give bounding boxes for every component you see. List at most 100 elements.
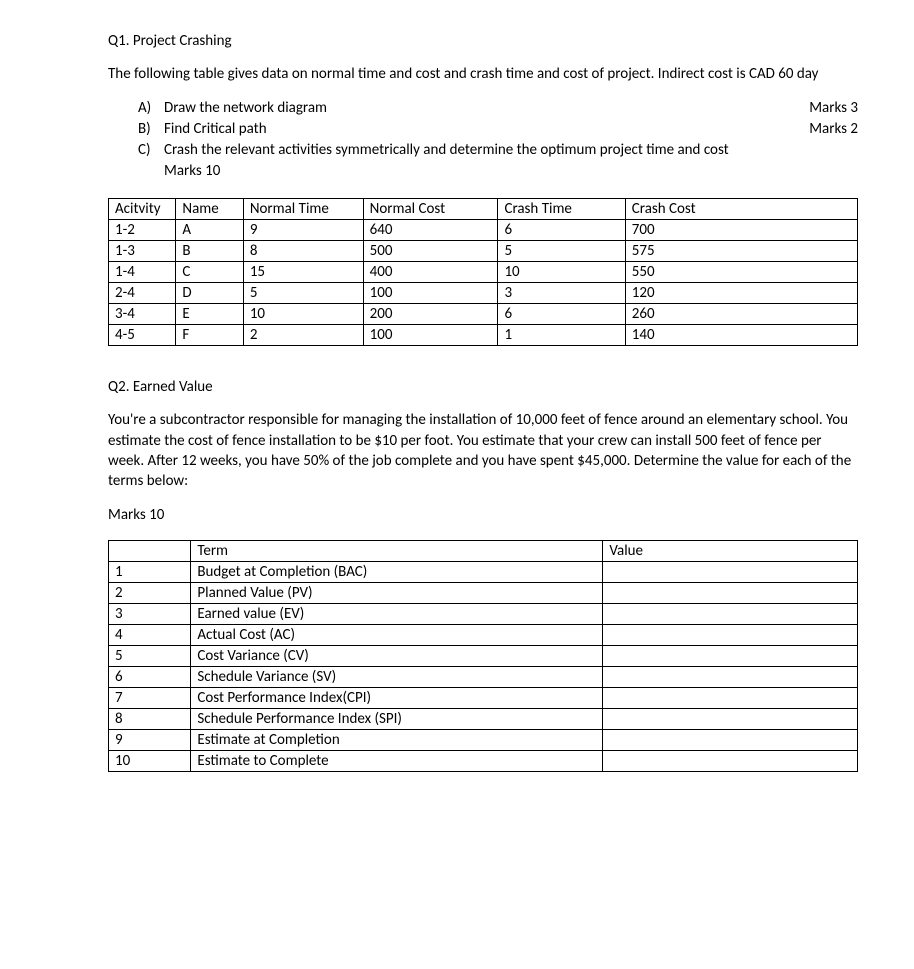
q1-parts-list: A) Draw the network diagram Marks 3 B) F… — [138, 98, 858, 182]
col-normal-cost: Normal Cost — [363, 199, 498, 220]
table-cell — [603, 624, 858, 645]
q2-table: Term Value 1Budget at Completion (BAC)2P… — [108, 540, 858, 772]
table-cell: 9 — [243, 220, 363, 241]
table-row: 4Actual Cost (AC) — [109, 624, 858, 645]
col-term: Term — [191, 540, 603, 561]
part-text: Draw the network diagram Marks 3 — [164, 98, 858, 119]
table-cell: 100 — [363, 283, 498, 304]
q1-part-c: C) Crash the relevant activities symmetr… — [138, 140, 858, 182]
table-cell: 3 — [498, 283, 625, 304]
table-cell: Schedule Performance Index (SPI) — [191, 708, 603, 729]
table-cell: 5 — [243, 283, 363, 304]
part-text: Crash the relevant activities symmetrica… — [164, 140, 858, 182]
table-row: 9Estimate at Completion — [109, 729, 858, 750]
table-cell: E — [176, 304, 243, 325]
table-cell: 2-4 — [109, 283, 176, 304]
col-crash-cost: Crash Cost — [625, 199, 857, 220]
table-row: 3-4E102006260 — [109, 304, 858, 325]
table-row: 2Planned Value (PV) — [109, 582, 858, 603]
table-row: 7Cost Performance Index(CPI) — [109, 687, 858, 708]
table-cell: 1 — [109, 561, 191, 582]
table-cell — [603, 561, 858, 582]
q2-marks: Marks 10 — [108, 505, 858, 525]
table-cell — [603, 666, 858, 687]
table-cell: 260 — [625, 304, 857, 325]
table-row: 8Schedule Performance Index (SPI) — [109, 708, 858, 729]
table-cell: 200 — [363, 304, 498, 325]
table-cell — [603, 687, 858, 708]
table-cell: Estimate at Completion — [191, 729, 603, 750]
table-cell: B — [176, 241, 243, 262]
table-cell: 6 — [498, 304, 625, 325]
col-number — [109, 540, 191, 561]
table-row: 2-4D51003120 — [109, 283, 858, 304]
table-cell: 10 — [243, 304, 363, 325]
table-cell: 100 — [363, 325, 498, 346]
table-cell: Estimate to Complete — [191, 750, 603, 771]
document-page: Q1. Project Crashing The following table… — [0, 0, 914, 830]
table-cell: Cost Variance (CV) — [191, 645, 603, 666]
table-cell: Cost Performance Index(CPI) — [191, 687, 603, 708]
table-cell: 9 — [109, 729, 191, 750]
col-activity: Acitvity — [109, 199, 176, 220]
table-cell: 5 — [498, 241, 625, 262]
table-cell: F — [176, 325, 243, 346]
table-cell: 8 — [109, 708, 191, 729]
table-cell: 6 — [498, 220, 625, 241]
table-cell: 1-4 — [109, 262, 176, 283]
table-cell — [603, 708, 858, 729]
table-cell: 640 — [363, 220, 498, 241]
table-cell: Budget at Completion (BAC) — [191, 561, 603, 582]
table-cell: 4 — [109, 624, 191, 645]
table-row: 4-5F21001140 — [109, 325, 858, 346]
part-letter: C) — [138, 140, 164, 182]
table-cell: 400 — [363, 262, 498, 283]
part-body: Find Critical path — [164, 120, 267, 138]
table-cell: 500 — [363, 241, 498, 262]
table-cell: Actual Cost (AC) — [191, 624, 603, 645]
table-cell: 550 — [625, 262, 857, 283]
table-cell: 4-5 — [109, 325, 176, 346]
q1-table: Acitvity Name Normal Time Normal Cost Cr… — [108, 198, 858, 346]
table-row: 5Cost Variance (CV) — [109, 645, 858, 666]
table-cell: 3 — [109, 603, 191, 624]
q1-part-b: B) Find Critical path Marks 2 — [138, 119, 858, 140]
table-cell: 575 — [625, 241, 857, 262]
q2-title: Q2. Earned Value — [108, 378, 858, 396]
table-cell: 5 — [109, 645, 191, 666]
table-cell: 8 — [243, 241, 363, 262]
col-normal-time: Normal Time — [243, 199, 363, 220]
part-marks: Marks 10 — [164, 161, 858, 182]
table-cell: 2 — [243, 325, 363, 346]
table-row: 1-3B85005575 — [109, 241, 858, 262]
table-cell: 1-3 — [109, 241, 176, 262]
q1-intro: The following table gives data on normal… — [108, 64, 858, 84]
table-cell: 1 — [498, 325, 625, 346]
table-cell — [603, 750, 858, 771]
table-cell: Planned Value (PV) — [191, 582, 603, 603]
table-cell: Earned value (EV) — [191, 603, 603, 624]
table-cell: C — [176, 262, 243, 283]
part-letter: B) — [138, 119, 164, 140]
table-header-row: Acitvity Name Normal Time Normal Cost Cr… — [109, 199, 858, 220]
q1-title: Q1. Project Crashing — [108, 32, 858, 50]
table-cell — [603, 729, 858, 750]
table-cell: 7 — [109, 687, 191, 708]
table-cell: 10 — [498, 262, 625, 283]
col-name: Name — [176, 199, 243, 220]
part-marks: Marks 3 — [809, 98, 858, 119]
col-crash-time: Crash Time — [498, 199, 625, 220]
table-row: 3Earned value (EV) — [109, 603, 858, 624]
table-cell: 120 — [625, 283, 857, 304]
col-value: Value — [603, 540, 858, 561]
table-cell: 6 — [109, 666, 191, 687]
table-cell — [603, 582, 858, 603]
table-cell: 10 — [109, 750, 191, 771]
table-cell: A — [176, 220, 243, 241]
table-cell — [603, 603, 858, 624]
part-body: Crash the relevant activities symmetrica… — [164, 141, 729, 159]
part-text: Find Critical path Marks 2 — [164, 119, 858, 140]
table-cell: 700 — [625, 220, 857, 241]
table-row: 1Budget at Completion (BAC) — [109, 561, 858, 582]
table-header-row: Term Value — [109, 540, 858, 561]
